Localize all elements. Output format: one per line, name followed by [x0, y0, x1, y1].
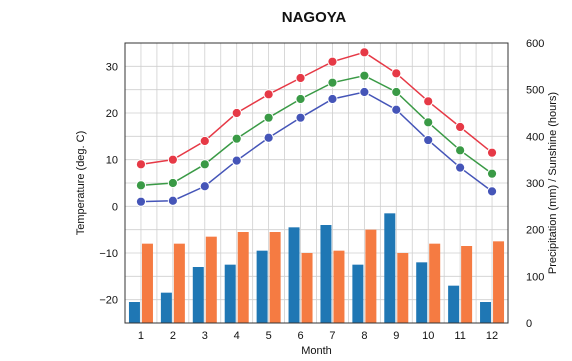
bars — [128, 213, 505, 323]
point-series3-7 — [327, 93, 338, 105]
bar-series2-6 — [301, 253, 313, 323]
y-left-tick-label: −20 — [99, 295, 118, 307]
bar-series1-12 — [480, 302, 492, 323]
bar-series2-9 — [397, 253, 409, 323]
point-series3-4 — [231, 155, 242, 166]
point-series2-9 — [391, 86, 402, 98]
x-tick-label: 10 — [422, 330, 434, 342]
point-series1-6 — [295, 72, 306, 84]
y-left-tick-label: 30 — [106, 61, 118, 73]
chart-title: NAGOYA — [282, 9, 347, 26]
bar-series1-8 — [352, 264, 364, 323]
point-series3-6 — [295, 112, 306, 123]
point-series2-12 — [486, 168, 498, 179]
point-series3-11 — [455, 162, 466, 173]
bar-series2-2 — [173, 243, 185, 323]
x-axis-label: Month — [301, 345, 332, 357]
point-series1-11 — [455, 121, 466, 133]
bar-series2-12 — [493, 241, 505, 323]
y-right-tick-label: 500 — [526, 85, 544, 97]
point-series2-10 — [423, 117, 434, 128]
point-series1-5 — [263, 89, 274, 100]
y-right-tick-label: 200 — [526, 225, 544, 237]
x-tick-label: 12 — [486, 330, 498, 342]
y-axis-right-label: Precipitation (mm) / Sunshine (hours) — [547, 92, 559, 274]
tick-labels: 1 2 3 4 5 6 7 8 9 10 11 12−20−100102030010020030040… — [99, 38, 544, 342]
line-series-3 — [140, 91, 493, 203]
point-series3-1 — [135, 196, 147, 207]
point-series2-3 — [199, 159, 210, 170]
bar-series2-11 — [461, 246, 473, 323]
x-tick-label: 3 — [202, 330, 208, 342]
bar-series1-11 — [448, 285, 460, 323]
point-series2-11 — [455, 145, 466, 156]
y-left-tick-label: 20 — [106, 108, 118, 120]
bar-series1-7 — [320, 225, 332, 323]
y-right-tick-label: 400 — [526, 131, 544, 143]
y-right-tick-label: 600 — [526, 38, 544, 50]
point-series2-7 — [327, 77, 338, 88]
point-series1-8 — [359, 47, 370, 58]
point-series2-4 — [231, 133, 242, 144]
point-series1-4 — [231, 107, 242, 119]
point-series2-8 — [359, 70, 370, 81]
y-axis-left-label: Temperature (deg. C) — [75, 131, 87, 236]
grid — [125, 43, 508, 323]
x-tick-label: 8 — [361, 330, 367, 342]
bar-series2-10 — [429, 243, 441, 323]
point-series3-10 — [423, 134, 434, 146]
y-left-tick-label: 0 — [112, 201, 118, 213]
y-right-tick-label: 100 — [526, 271, 544, 283]
point-series2-1 — [135, 180, 147, 191]
bar-series2-5 — [269, 232, 281, 323]
y-left-tick-label: 10 — [106, 155, 118, 167]
x-tick-label: 1 — [138, 330, 144, 342]
bar-series1-6 — [288, 227, 300, 323]
bar-series2-3 — [205, 236, 217, 323]
bar-series2-1 — [141, 243, 153, 323]
point-series1-9 — [391, 68, 402, 79]
point-series1-12 — [486, 147, 498, 158]
point-series3-12 — [486, 186, 498, 197]
point-series3-3 — [199, 181, 210, 192]
point-series2-5 — [263, 112, 274, 123]
point-series1-2 — [167, 154, 178, 165]
point-series1-7 — [327, 56, 338, 67]
line-series-1 — [140, 51, 493, 166]
x-tick-label: 6 — [297, 330, 303, 342]
plot-frame — [124, 42, 509, 324]
x-tick-label: 5 — [266, 330, 272, 342]
bar-series1-5 — [256, 250, 268, 323]
point-series3-8 — [359, 86, 370, 98]
bar-series2-8 — [365, 229, 377, 323]
bar-series1-9 — [384, 213, 396, 323]
bar-series1-2 — [160, 292, 172, 323]
y-left-tick-label: −10 — [99, 248, 118, 260]
point-series3-9 — [391, 104, 402, 115]
point-series2-2 — [167, 177, 178, 189]
x-tick-label: 2 — [170, 330, 176, 342]
line-series-2 — [140, 74, 493, 187]
point-series3-5 — [263, 132, 274, 143]
bar-series2-7 — [333, 250, 345, 323]
point-series1-3 — [199, 135, 210, 147]
x-tick-label: 9 — [393, 330, 399, 342]
point-series2-6 — [295, 93, 306, 105]
x-tick-label: 4 — [234, 330, 240, 342]
bar-series1-1 — [128, 302, 140, 323]
bar-series2-4 — [237, 232, 249, 323]
point-series3-2 — [167, 195, 178, 206]
point-series1-10 — [423, 96, 434, 107]
bar-series1-4 — [224, 264, 236, 323]
y-right-tick-label: 0 — [526, 318, 532, 330]
x-tick-label: 11 — [454, 330, 465, 342]
point-series1-1 — [135, 159, 147, 170]
bar-series1-3 — [192, 267, 204, 323]
x-tick-label: 7 — [329, 330, 335, 342]
y-right-tick-label: 300 — [526, 178, 544, 190]
series-lines — [135, 47, 498, 207]
bar-series1-10 — [416, 262, 428, 323]
